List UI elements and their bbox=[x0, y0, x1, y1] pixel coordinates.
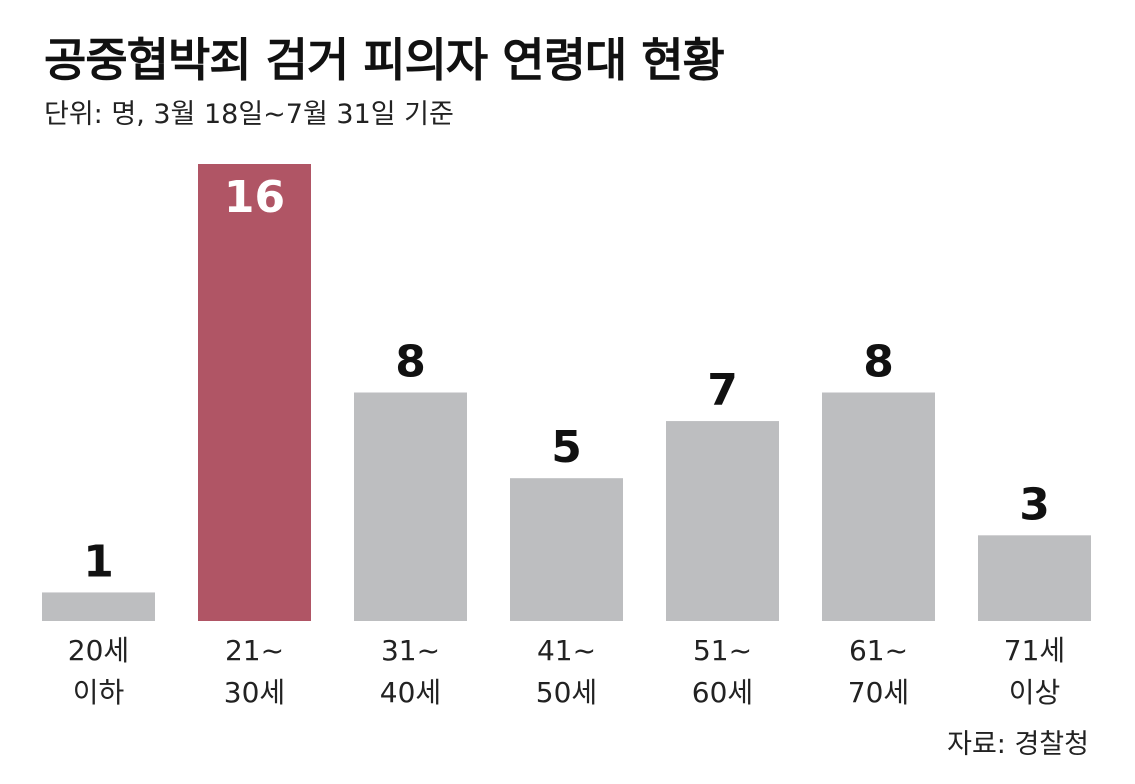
category-label-1-line-0: 21~ bbox=[225, 634, 284, 667]
category-label-4-line-1: 60세 bbox=[692, 676, 753, 709]
value-label-4: 7 bbox=[707, 365, 738, 416]
bar-3 bbox=[510, 478, 623, 621]
category-label-2-line-1: 40세 bbox=[380, 676, 441, 709]
category-label-0-line-0: 20세 bbox=[68, 634, 129, 667]
value-label-5: 8 bbox=[863, 337, 894, 388]
category-label-3-line-1: 50세 bbox=[536, 676, 597, 709]
bar-0 bbox=[42, 592, 155, 621]
value-label-6: 3 bbox=[1019, 479, 1050, 530]
bar-2 bbox=[354, 392, 467, 621]
category-label-1-line-1: 30세 bbox=[224, 676, 285, 709]
value-label-3: 5 bbox=[551, 422, 582, 473]
category-label-5-line-1: 70세 bbox=[848, 676, 909, 709]
value-label-2: 8 bbox=[395, 337, 426, 388]
chart-title: 공중협박죄 검거 피의자 연령대 현황 bbox=[44, 33, 725, 87]
category-label-5-line-0: 61~ bbox=[849, 634, 908, 667]
category-label-0-line-1: 이하 bbox=[73, 676, 125, 709]
category-label-2-line-0: 31~ bbox=[381, 634, 440, 667]
category-label-4-line-0: 51~ bbox=[693, 634, 752, 667]
value-label-1: 16 bbox=[224, 172, 285, 223]
bar-1 bbox=[198, 164, 311, 621]
bar-5 bbox=[822, 392, 935, 621]
category-label-3-line-0: 41~ bbox=[537, 634, 596, 667]
bar-4 bbox=[666, 421, 779, 621]
category-label-6-line-0: 71세 bbox=[1004, 634, 1065, 667]
bar-6 bbox=[978, 535, 1091, 621]
value-label-0: 1 bbox=[83, 536, 114, 587]
source-note: 자료: 경찰청 bbox=[947, 729, 1089, 760]
chart-subtitle: 단위: 명, 3월 18일~7월 31일 기준 bbox=[44, 99, 454, 130]
category-label-6-line-1: 이상 bbox=[1009, 676, 1061, 709]
